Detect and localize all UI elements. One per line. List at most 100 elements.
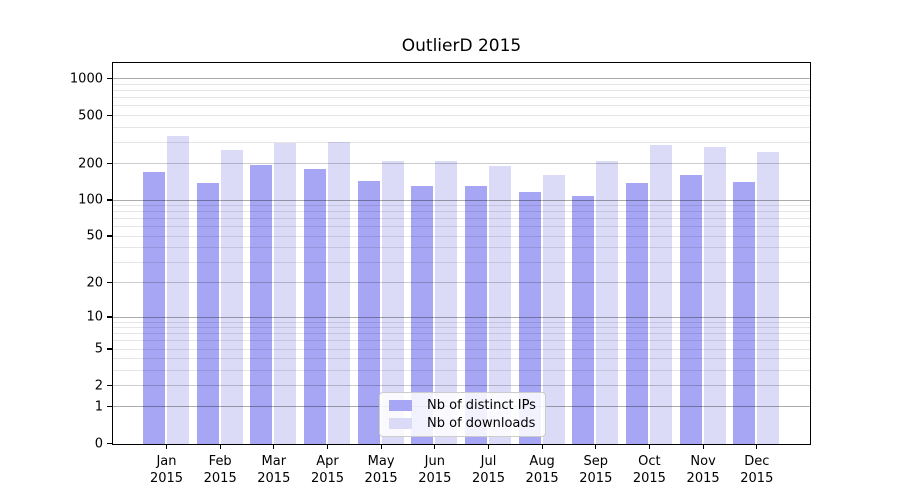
gridline-200	[113, 163, 810, 165]
x-tick-mark	[702, 445, 704, 449]
legend-swatch-downloads	[389, 418, 412, 429]
plot-area	[112, 62, 811, 445]
legend-item-distinct-ips: Nb of distinct IPs	[389, 397, 536, 413]
gridline-40	[113, 247, 810, 248]
x-tick-label-nov: Nov 2015	[686, 453, 720, 486]
x-tick-label-feb: Feb 2015	[203, 453, 237, 486]
x-tick-mark	[434, 445, 436, 449]
bar-ips-feb	[196, 182, 219, 444]
gridline-300	[113, 141, 810, 143]
bar-downloads-oct	[649, 145, 672, 444]
x-tick-label-sep: Sep 2015	[579, 453, 613, 486]
gridline-9	[113, 321, 810, 323]
y-tick-mark	[107, 316, 112, 318]
y-tick-label-1000: 1000	[69, 71, 103, 87]
gridline-80	[113, 211, 810, 213]
x-tick-mark	[219, 445, 221, 449]
y-tick-mark	[107, 163, 112, 165]
gridline-10	[113, 316, 810, 318]
legend-item-downloads: Nb of downloads	[389, 415, 536, 431]
y-tick-label-10: 10	[86, 309, 103, 325]
x-tick-label-mar: Mar 2015	[257, 453, 291, 486]
gridline-500	[113, 115, 810, 116]
y-tick-label-0: 0	[94, 436, 103, 451]
y-tick-mark	[107, 235, 112, 237]
bar-ips-jun	[411, 186, 434, 444]
y-tick-label-100: 100	[78, 192, 103, 208]
x-tick-mark	[648, 445, 650, 449]
legend: Nb of distinct IPs Nb of downloads	[379, 392, 546, 437]
bar-downloads-jun	[435, 160, 458, 444]
bar-ips-dec	[733, 182, 756, 444]
x-tick-label-may: May 2015	[364, 453, 398, 486]
y-tick-mark	[107, 406, 112, 408]
y-tick-label-5: 5	[94, 341, 103, 357]
x-tick-mark	[756, 445, 758, 449]
gridline-200	[113, 163, 810, 165]
bar-ips-jan	[143, 172, 165, 444]
bar-downloads-mar	[274, 143, 297, 444]
gridline-5	[113, 348, 810, 350]
x-tick-label-apr: Apr 2015	[310, 453, 345, 486]
x-tick-mark	[165, 445, 168, 449]
bar-downloads-aug	[542, 174, 565, 444]
x-tick-mark	[380, 445, 382, 449]
bar-ips-aug	[518, 191, 541, 444]
y-tick-mark	[107, 348, 112, 350]
bars-layer	[113, 63, 810, 444]
gridline-1000	[113, 78, 810, 80]
x-tick-label-jan: Jan 2015	[149, 453, 184, 486]
x-tick-label-jun: Jun 2015	[418, 453, 452, 486]
y-tick-mark	[107, 199, 112, 201]
bar-ips-nov	[679, 174, 702, 444]
bar-ips-apr	[303, 168, 326, 444]
gridline-7	[113, 333, 810, 335]
gridline-30	[113, 261, 810, 263]
legend-swatch-distinct-ips	[389, 400, 412, 411]
x-tick-label-aug: Aug 2015	[525, 453, 559, 486]
x-tick-label-jul: Jul 2015	[471, 453, 506, 486]
x-tick-mark	[541, 445, 543, 449]
x-tick-mark	[326, 445, 329, 449]
gridline-600	[113, 105, 810, 107]
gridline-90	[113, 205, 810, 206]
bar-downloads-jul	[488, 166, 511, 444]
bar-downloads-sep	[596, 161, 619, 444]
bar-ips-sep	[572, 196, 595, 444]
gridline-6	[113, 340, 810, 342]
legend-label-distinct-ips: Nb of distinct IPs	[427, 397, 536, 413]
gridline-3	[113, 369, 810, 371]
x-tick-label-oct: Oct 2015	[632, 453, 666, 486]
y-tick-label-200: 200	[78, 156, 103, 172]
legend-label-downloads: Nb of downloads	[427, 415, 536, 431]
bar-downloads-apr	[327, 142, 350, 444]
x-tick-mark	[487, 445, 490, 449]
y-tick-mark	[107, 442, 112, 445]
gridline-20	[113, 282, 810, 284]
y-tick-label-2: 2	[94, 378, 103, 393]
bar-downloads-nov	[703, 147, 726, 444]
bar-ips-oct	[625, 182, 648, 444]
y-tick-label-500: 500	[78, 108, 103, 123]
bar-downloads-feb	[220, 149, 243, 444]
y-tick-mark	[107, 114, 112, 117]
x-tick-label-dec: Dec 2015	[740, 453, 774, 486]
y-tick-label-50: 50	[86, 228, 103, 244]
y-tick-mark	[107, 78, 112, 80]
grid-layer	[113, 63, 810, 444]
gridline-8	[113, 327, 810, 329]
gridline-700	[113, 97, 810, 99]
bar-ips-jul	[464, 186, 487, 444]
bar-downloads-dec	[757, 152, 780, 444]
bar-ips-mar	[250, 164, 273, 444]
gridline-400	[113, 126, 810, 128]
gridline-60	[113, 226, 810, 228]
y-tick-label-20: 20	[86, 275, 103, 291]
gridline-70	[113, 218, 810, 220]
gridline-100	[113, 199, 810, 201]
x-tick-mark	[595, 445, 597, 449]
x-tick-mark	[273, 445, 275, 449]
gridline-4	[113, 358, 810, 360]
y-tick-label-1: 1	[94, 399, 103, 415]
